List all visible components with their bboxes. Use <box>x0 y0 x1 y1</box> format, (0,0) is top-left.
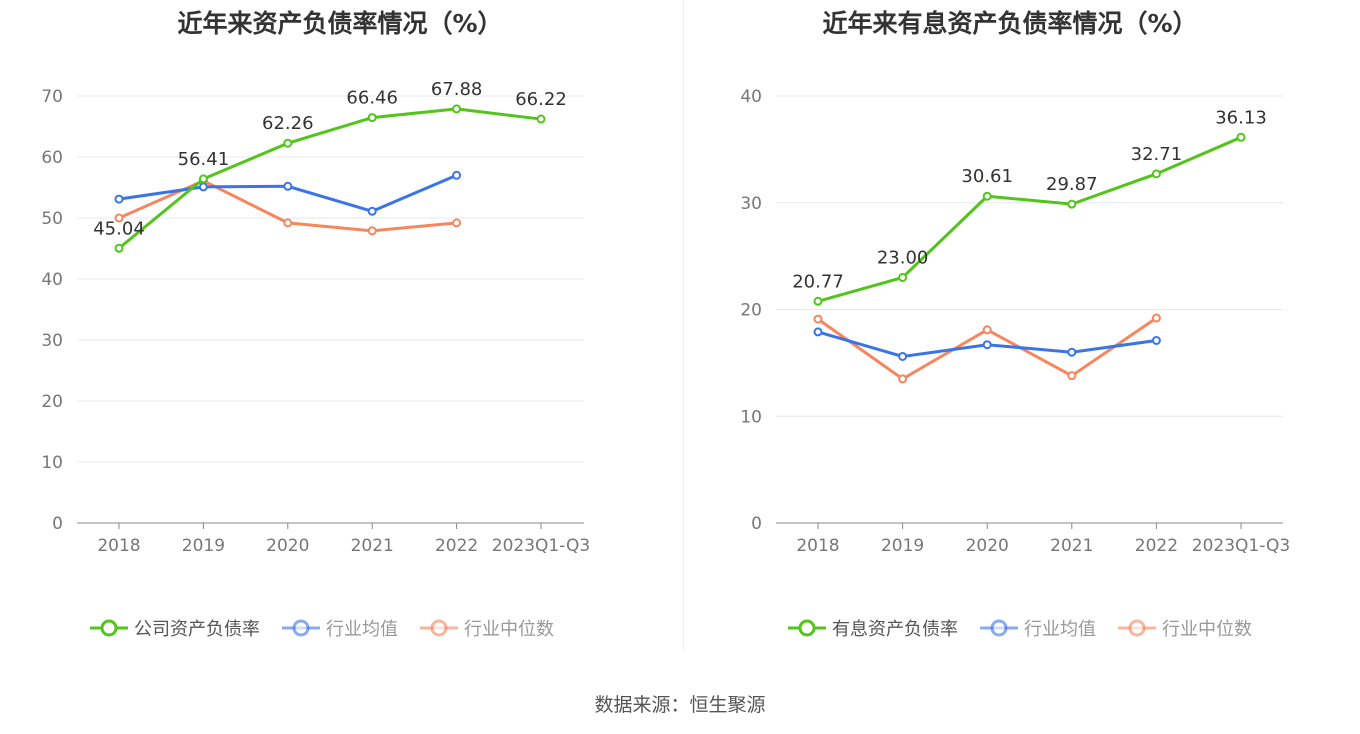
x-tick-label: 2023Q1-Q3 <box>1192 536 1290 556</box>
data-point <box>198 182 208 192</box>
data-point <box>198 174 208 184</box>
y-tick-label: 60 <box>41 148 63 168</box>
data-point <box>367 206 377 216</box>
legend-line-circle-icon <box>980 619 1018 637</box>
data-point <box>1067 199 1077 209</box>
data-point <box>1067 371 1077 381</box>
y-tick-label: 10 <box>41 453 63 473</box>
data-label: 67.88 <box>431 79 483 100</box>
data-point <box>452 104 462 114</box>
legend-label: 行业均值 <box>1024 619 1096 640</box>
legend-label: 行业均值 <box>326 619 398 640</box>
x-tick-label: 2023Q1-Q3 <box>492 536 590 556</box>
legend-item[interactable]: 行业均值 <box>282 615 398 641</box>
data-label: 62.26 <box>262 113 314 134</box>
data-point <box>1151 313 1161 323</box>
chart-title-right: 近年来有息资产负债率情况（%） <box>822 9 1198 38</box>
y-tick-label: 40 <box>41 270 63 290</box>
y-tick-label: 50 <box>41 209 63 229</box>
data-point <box>982 325 992 335</box>
y-tick-label: 20 <box>740 301 762 321</box>
legend-line-circle-icon <box>1118 619 1156 637</box>
data-point <box>1067 347 1077 357</box>
data-point <box>982 340 992 350</box>
x-tick-label: 2018 <box>97 536 140 556</box>
data-point <box>898 272 908 282</box>
data-label: 45.04 <box>93 218 145 239</box>
series-line-0 <box>118 107 542 250</box>
legend-label: 行业中位数 <box>1162 619 1252 640</box>
data-point <box>1151 169 1161 179</box>
x-tick-label: 2018 <box>796 536 839 556</box>
y-tick-label: 0 <box>52 514 63 534</box>
data-label: 36.13 <box>1215 107 1267 128</box>
data-point <box>813 314 823 324</box>
legend-label: 有息资产负债率 <box>832 619 958 640</box>
y-tick-label: 0 <box>751 514 762 534</box>
data-point <box>283 181 293 191</box>
y-tick-label: 10 <box>740 407 762 427</box>
data-label: 29.87 <box>1046 174 1098 195</box>
data-point <box>898 351 908 361</box>
legend-label: 行业中位数 <box>464 619 554 640</box>
x-tick-label: 2021 <box>1050 536 1093 556</box>
data-label: 56.41 <box>178 149 230 170</box>
x-tick-label: 2020 <box>966 536 1009 556</box>
data-label: 66.22 <box>515 89 567 110</box>
x-tick-label: 2020 <box>266 536 309 556</box>
data-point <box>114 194 124 204</box>
y-tick-label: 20 <box>41 392 63 412</box>
y-tick-label: 40 <box>740 87 762 107</box>
data-point <box>283 218 293 228</box>
legend-line-circle-icon <box>420 619 458 637</box>
chart-title-left: 近年来资产负债率情况（%） <box>177 9 503 38</box>
x-tick-label: 2021 <box>351 536 394 556</box>
x-tick-label: 2022 <box>435 536 478 556</box>
x-tick-label: 2022 <box>1135 536 1178 556</box>
legend-item[interactable]: 行业中位数 <box>420 615 554 641</box>
data-point <box>452 218 462 228</box>
y-tick-label: 30 <box>41 331 63 351</box>
source-note: 数据来源：恒生聚源 <box>594 694 766 716</box>
data-point <box>114 213 124 223</box>
x-tick-label: 2019 <box>182 536 225 556</box>
data-label: 30.61 <box>961 166 1013 187</box>
data-point <box>367 226 377 236</box>
legend-left: 公司资产负债率 行业均值 行业中位数 <box>90 615 554 641</box>
legend-item[interactable]: 公司资产负债率 <box>90 615 260 641</box>
data-point <box>536 114 546 124</box>
data-point <box>898 374 908 384</box>
data-label: 32.71 <box>1131 144 1183 165</box>
divider <box>683 0 684 650</box>
data-point <box>813 327 823 337</box>
data-point <box>1236 132 1246 142</box>
legend-label: 公司资产负债率 <box>134 619 260 640</box>
data-point <box>452 170 462 180</box>
legend-item[interactable]: 行业均值 <box>980 615 1096 641</box>
data-label: 20.77 <box>792 271 844 292</box>
data-point <box>114 243 124 253</box>
legend-line-circle-icon <box>788 619 826 637</box>
data-point <box>1151 335 1161 345</box>
legend-line-circle-icon <box>90 619 128 637</box>
x-tick-label: 2019 <box>881 536 924 556</box>
data-point <box>982 191 992 201</box>
data-point <box>813 296 823 306</box>
legend-right: 有息资产负债率 行业均值 行业中位数 <box>788 615 1252 641</box>
data-point <box>367 113 377 123</box>
data-label: 23.00 <box>877 247 929 268</box>
y-tick-label: 30 <box>740 194 762 214</box>
data-label: 66.46 <box>346 88 398 109</box>
data-point <box>283 138 293 148</box>
legend-line-circle-icon <box>282 619 320 637</box>
legend-item[interactable]: 有息资产负债率 <box>788 615 958 641</box>
y-tick-label: 70 <box>41 87 63 107</box>
legend-item[interactable]: 行业中位数 <box>1118 615 1252 641</box>
series-line-0 <box>817 135 1242 303</box>
